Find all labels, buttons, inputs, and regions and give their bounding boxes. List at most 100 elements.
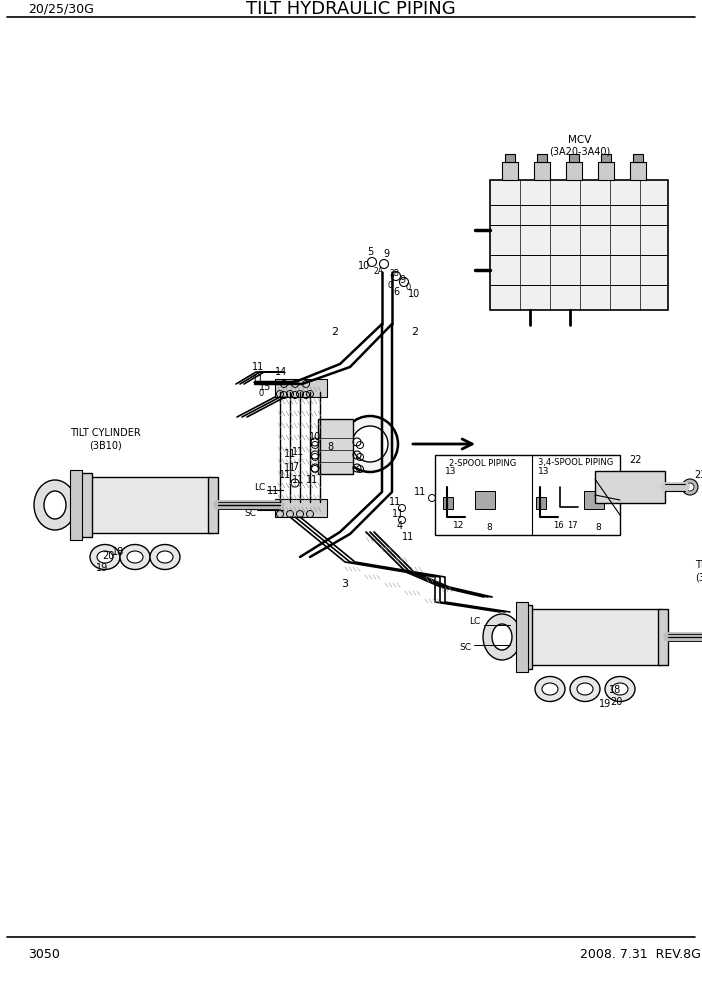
Bar: [505, 154, 515, 162]
Ellipse shape: [150, 545, 180, 569]
Ellipse shape: [127, 551, 143, 563]
Text: SC: SC: [459, 643, 471, 652]
Text: 11: 11: [292, 475, 304, 485]
Bar: [275, 499, 327, 517]
Text: 15: 15: [259, 382, 271, 392]
Text: 2-SPOOL PIPING: 2-SPOOL PIPING: [449, 458, 517, 467]
Text: 3,4-SPOOL PIPING: 3,4-SPOOL PIPING: [538, 458, 614, 467]
Ellipse shape: [577, 683, 593, 695]
Text: 10: 10: [408, 289, 420, 299]
Text: 11: 11: [279, 470, 291, 480]
Text: 11: 11: [252, 375, 264, 385]
Bar: [658, 609, 668, 665]
Bar: [566, 162, 582, 180]
Ellipse shape: [612, 683, 628, 695]
Bar: [633, 154, 643, 162]
Text: 4: 4: [397, 521, 403, 531]
Bar: [90, 477, 210, 533]
Circle shape: [352, 426, 388, 462]
Text: 20: 20: [610, 697, 622, 707]
Text: 11: 11: [292, 447, 304, 457]
Text: 13: 13: [445, 466, 456, 475]
Text: 2008. 7.31  REV.8G: 2008. 7.31 REV.8G: [580, 947, 701, 960]
Text: 2A: 2A: [373, 268, 383, 277]
Text: TILT CYLINDER: TILT CYLINDER: [69, 428, 140, 438]
Ellipse shape: [542, 683, 558, 695]
Bar: [584, 491, 604, 509]
Text: 8: 8: [327, 442, 333, 452]
Text: (3B10): (3B10): [695, 572, 702, 582]
Ellipse shape: [34, 480, 76, 530]
Bar: [475, 491, 495, 509]
Text: 2: 2: [411, 327, 418, 337]
Text: 3050: 3050: [28, 947, 60, 960]
Ellipse shape: [44, 491, 66, 519]
Bar: [80, 473, 92, 537]
Text: 16: 16: [552, 521, 563, 530]
Text: 11: 11: [284, 463, 296, 473]
Text: 19: 19: [96, 563, 108, 573]
Text: 10: 10: [358, 261, 370, 271]
Text: 14: 14: [275, 367, 287, 377]
Ellipse shape: [157, 551, 173, 563]
Bar: [601, 154, 611, 162]
Text: 5: 5: [367, 247, 373, 257]
Text: 17: 17: [567, 521, 577, 530]
Bar: [70, 470, 82, 540]
Ellipse shape: [605, 677, 635, 701]
Text: (3A20-3A40): (3A20-3A40): [550, 147, 611, 157]
Ellipse shape: [535, 677, 565, 701]
Bar: [536, 497, 546, 509]
Text: 8: 8: [595, 523, 601, 532]
Text: 11: 11: [252, 362, 264, 372]
Text: 8: 8: [486, 523, 492, 532]
Text: 10: 10: [309, 432, 321, 442]
Text: 18: 18: [112, 547, 124, 557]
Text: LC: LC: [470, 617, 481, 627]
Ellipse shape: [120, 545, 150, 569]
Ellipse shape: [492, 624, 512, 650]
Ellipse shape: [90, 545, 120, 569]
Bar: [490, 180, 668, 310]
Circle shape: [342, 416, 398, 472]
Text: 12: 12: [453, 521, 465, 530]
Bar: [569, 154, 579, 162]
Ellipse shape: [97, 551, 113, 563]
Ellipse shape: [483, 614, 521, 660]
Bar: [275, 379, 327, 397]
Bar: [516, 602, 528, 672]
Text: LC: LC: [254, 482, 265, 491]
Text: 0: 0: [258, 390, 264, 399]
Text: 6: 6: [393, 287, 399, 297]
Text: 3: 3: [341, 579, 348, 589]
Text: 11: 11: [267, 486, 279, 496]
Bar: [595, 471, 665, 503]
Bar: [537, 154, 547, 162]
Text: 9: 9: [399, 275, 405, 285]
Text: (3B10): (3B10): [88, 440, 121, 450]
Bar: [534, 162, 550, 180]
Bar: [435, 455, 620, 535]
Text: 20/25/30G: 20/25/30G: [28, 3, 94, 16]
Bar: [502, 162, 518, 180]
Text: 2B: 2B: [389, 270, 399, 279]
Text: 13: 13: [538, 466, 550, 475]
Text: 2: 2: [331, 327, 338, 337]
Text: TILT HYDRAULIC PIPING: TILT HYDRAULIC PIPING: [246, 0, 456, 18]
Bar: [208, 477, 218, 533]
Text: 23: 23: [694, 470, 702, 480]
Text: MCV: MCV: [569, 135, 592, 145]
Ellipse shape: [570, 677, 600, 701]
Text: 22: 22: [629, 455, 641, 465]
Circle shape: [686, 483, 694, 491]
Text: 0: 0: [388, 282, 392, 291]
Text: 20: 20: [102, 551, 114, 561]
Text: 11: 11: [306, 475, 318, 485]
Text: 11: 11: [414, 487, 426, 497]
Text: 11: 11: [284, 449, 296, 459]
Bar: [530, 609, 660, 665]
Circle shape: [682, 479, 698, 495]
Text: 7: 7: [292, 462, 298, 472]
Text: TILT CYLINDER: TILT CYLINDER: [695, 560, 702, 570]
Text: 9: 9: [383, 249, 389, 259]
